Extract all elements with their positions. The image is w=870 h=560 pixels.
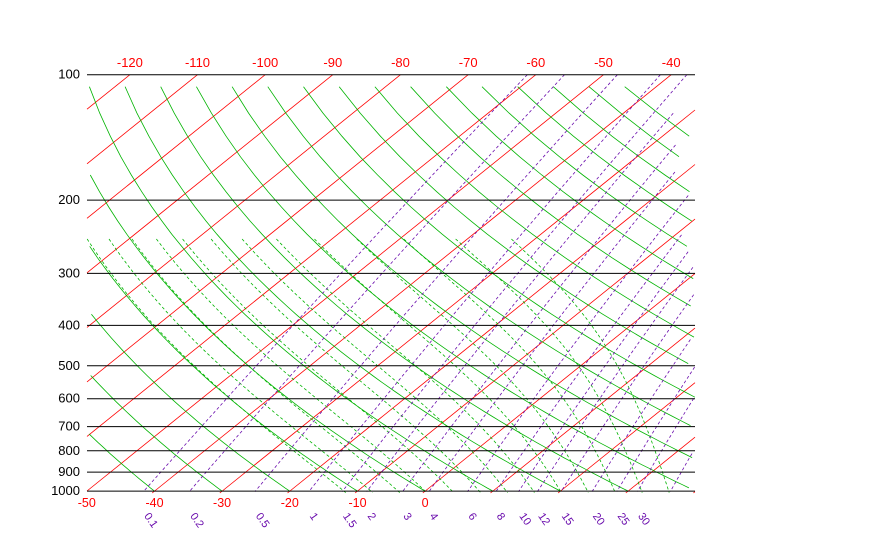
svg-text:0: 0 xyxy=(422,496,429,510)
svg-text:-110: -110 xyxy=(185,55,210,70)
svg-text:-60: -60 xyxy=(526,55,545,70)
svg-text:-50: -50 xyxy=(594,55,613,70)
svg-text:-40: -40 xyxy=(662,55,681,70)
svg-text:200: 200 xyxy=(58,192,80,207)
svg-text:-120: -120 xyxy=(117,55,143,70)
svg-text:-80: -80 xyxy=(391,55,410,70)
svg-text:-20: -20 xyxy=(281,496,299,510)
svg-text:-10: -10 xyxy=(348,496,366,510)
svg-text:800: 800 xyxy=(58,443,80,458)
svg-text:-40: -40 xyxy=(145,496,163,510)
svg-text:300: 300 xyxy=(58,265,80,280)
svg-text:100: 100 xyxy=(58,67,80,82)
svg-text:700: 700 xyxy=(58,419,80,434)
svg-text:-90: -90 xyxy=(323,55,342,70)
svg-text:-70: -70 xyxy=(459,55,478,70)
svg-text:500: 500 xyxy=(58,358,80,373)
svg-text:600: 600 xyxy=(58,391,80,406)
svg-text:-30: -30 xyxy=(213,496,231,510)
svg-text:900: 900 xyxy=(58,464,80,479)
svg-text:400: 400 xyxy=(58,317,80,332)
svg-text:1000: 1000 xyxy=(51,483,80,498)
svg-text:-100: -100 xyxy=(252,55,278,70)
svg-text:-50: -50 xyxy=(78,496,96,510)
